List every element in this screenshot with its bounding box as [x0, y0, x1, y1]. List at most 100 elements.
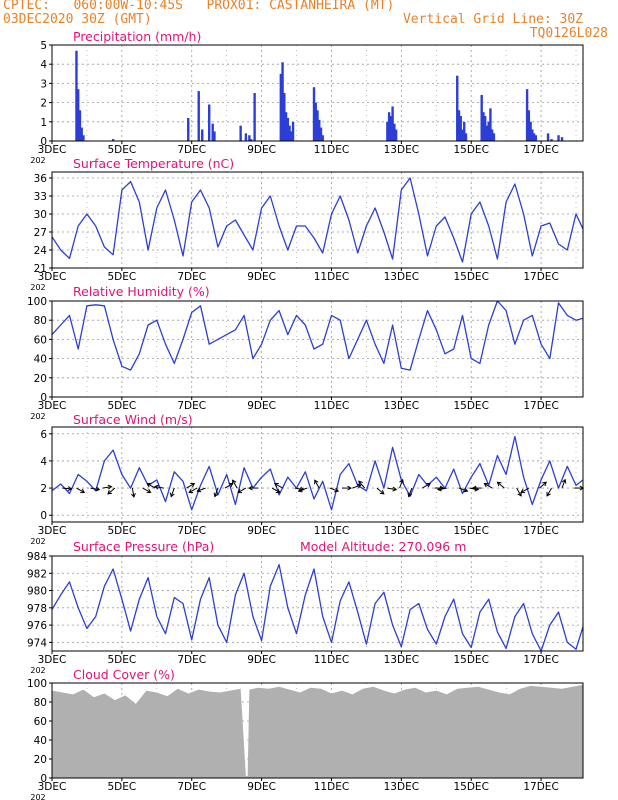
wind-arrow-shaft: [516, 487, 522, 497]
xtick-label: 9DEC: [247, 525, 276, 537]
ytick-label: 20: [34, 373, 47, 385]
wind-arrow: [102, 484, 113, 490]
wind-arrow-head: [379, 489, 385, 495]
precip-bar: [187, 117, 190, 141]
xtick-label: 13DEC: [384, 525, 419, 537]
panel-frame: [51, 300, 584, 398]
wind-arrow: [358, 480, 366, 489]
precip-bar: [286, 117, 290, 141]
xtick-label: 5DEC: [108, 654, 137, 666]
wind-arrow-shaft: [422, 483, 431, 489]
xtick-label: 7DEC: [177, 781, 206, 793]
header-run-id: TQ0126L028: [529, 26, 608, 41]
ytick-label: 60: [34, 334, 47, 346]
precip-bar: [529, 121, 532, 141]
wind-arrow-head: [496, 481, 502, 487]
xtick-label: 5DEC: [108, 781, 137, 793]
precip-bar: [284, 112, 288, 141]
precip-bar: [248, 135, 251, 141]
xtick-label: 17DEC: [523, 144, 558, 156]
ytick-label: 2: [40, 98, 47, 110]
wind-arrow-shaft: [484, 483, 493, 489]
panel-pres: 974 976 978 980 982 984 3DEC 5DEC 7DEC 9DEC 11DEC 1…: [27, 539, 584, 675]
ytick-label: 100: [27, 678, 47, 690]
wind-arrow-shaft: [237, 487, 247, 494]
xtick-label: 3DEC: [38, 400, 67, 412]
precip-bar: [546, 133, 550, 141]
ytick-label: 27: [34, 227, 47, 239]
ytick-label: 20: [34, 754, 47, 766]
xtick-label: 17DEC: [523, 654, 558, 666]
precip-bar: [490, 129, 494, 141]
precip-bar: [78, 110, 82, 141]
precip-bar: [318, 119, 321, 141]
wind-arrow-shaft: [188, 487, 198, 494]
precip-bar: [531, 129, 534, 141]
precip-bar: [279, 73, 283, 141]
wind-arrow: [574, 485, 585, 491]
wind-arrow-shaft: [224, 483, 233, 489]
wind-arrow-head: [213, 492, 219, 498]
ytick-label: 1: [40, 117, 47, 129]
wind-arrow-head: [95, 486, 101, 492]
wind-line: [51, 435, 584, 511]
ytick-label: 60: [34, 716, 47, 728]
wind-arrow: [496, 481, 505, 489]
precip-bar: [534, 135, 538, 141]
precip-bar: [386, 121, 389, 141]
wind-arrow: [341, 485, 352, 491]
precip-bar: [319, 127, 323, 141]
wind-arrow-shaft: [76, 487, 85, 494]
xtick-label: 5DEC: [108, 271, 137, 283]
precip-bar: [201, 129, 204, 141]
panel-title: Precipitation (mm/h): [73, 29, 201, 44]
wind-arrow-head: [67, 486, 73, 492]
precip-bar: [249, 139, 253, 141]
temp-line: [51, 177, 584, 263]
xtick-label: 17DEC: [523, 271, 558, 283]
xtick-label: 9DEC: [247, 400, 276, 412]
precip-bar: [208, 104, 211, 141]
xtick-label: 7DEC: [177, 144, 206, 156]
ytick-label: 0: [40, 510, 47, 522]
panel-rh: 0 20 40 60 80 100 3DEC 5DEC 7DEC 9DEC 11DEC 13DEC 15…: [27, 284, 584, 421]
precip-bar: [197, 91, 200, 141]
precip-bar: [314, 102, 317, 141]
xtick-year-label: 202: [30, 666, 45, 675]
wind-arrow: [387, 486, 398, 492]
ytick-label: 33: [34, 191, 47, 203]
wind-arrow-shaft: [437, 487, 447, 491]
ytick-label: 6: [40, 429, 47, 441]
wind-arrow-head: [542, 481, 547, 487]
wind-arrow-shaft: [399, 479, 404, 489]
ytick-label: 40: [34, 735, 47, 747]
panel-annotation: Model Altitude: 270.096 m: [300, 539, 466, 554]
panel-wind: 0 2 4 6 3DEC 5DEC 7DEC 9DEC 11DEC 13DEC 15DEC 17DEC…: [30, 412, 585, 546]
precip-bar: [77, 89, 80, 141]
precip-bar: [239, 125, 242, 141]
ytick-label: 978: [27, 603, 47, 615]
ytick-label: 0: [40, 773, 47, 785]
wind-arrow-head: [517, 491, 522, 497]
wind-arrow-head: [520, 488, 526, 494]
xtick-label: 13DEC: [384, 271, 419, 283]
xtick-label: 3DEC: [38, 781, 67, 793]
precip-bar: [483, 116, 487, 141]
xtick-label: 7DEC: [177, 525, 206, 537]
wind-arrow: [107, 487, 116, 495]
xtick-label: 9DEC: [247, 144, 276, 156]
wind-arrow-shaft: [408, 487, 413, 497]
precip-bar: [80, 127, 83, 141]
precip-bar: [111, 139, 115, 141]
wind-arrow-shaft: [329, 487, 339, 492]
precip-bar: [288, 125, 291, 141]
wind-arrow: [224, 482, 234, 489]
panel-cloud: 0 20 40 60 80 100 3DEC 5DEC 7DEC 9DEC 11DEC 13DEC 15…: [27, 667, 584, 800]
wind-arrow: [271, 487, 281, 494]
ytick-label: 2: [40, 483, 47, 495]
wind-arrow-head: [273, 482, 279, 488]
wind-arrow: [539, 481, 547, 489]
wind-arrow-head: [297, 487, 303, 493]
wind-arrow-shaft: [131, 487, 135, 498]
precip-bar: [213, 131, 216, 141]
